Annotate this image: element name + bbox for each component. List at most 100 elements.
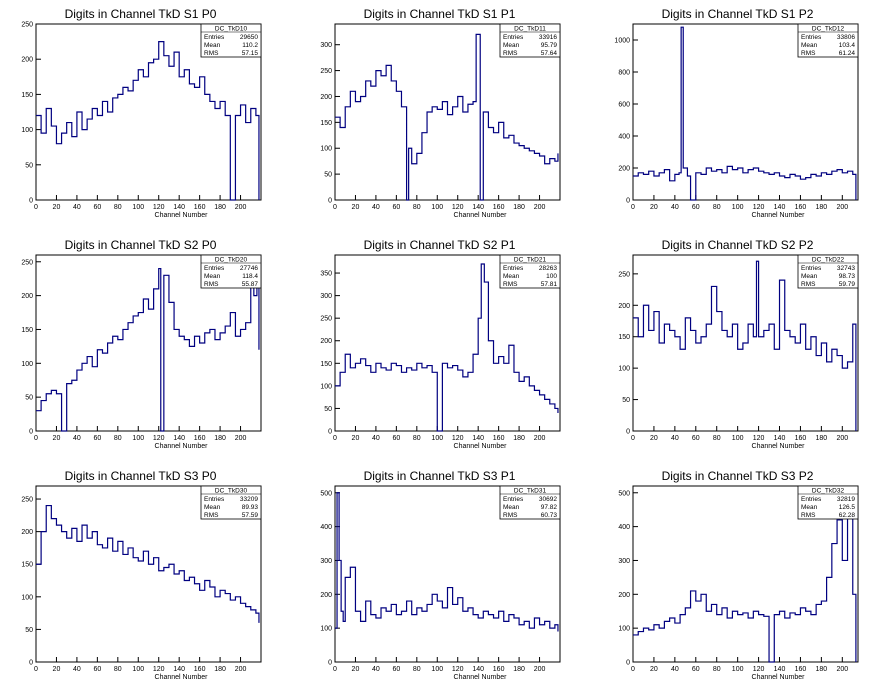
x-tick-label: 180 [513,204,525,211]
stats-box [797,485,859,520]
stats-value: 118.4 [242,273,258,280]
stats-box [499,485,561,520]
x-tick-label: 200 [235,666,247,673]
x-tick-label: 120 [153,435,165,442]
y-tick-label: 400 [618,524,630,531]
y-tick-label: 100 [21,361,33,368]
stats-value: 62.28 [839,512,856,519]
stats-name: DC_TkD12 [812,26,845,33]
x-axis-label: Channel Number [155,443,209,450]
stats-label: RMS [204,281,219,288]
x-axis-label: Channel Number [752,674,806,681]
stats-label: RMS [204,50,219,57]
y-tick-label: 500 [320,490,332,497]
y-tick-label: 50 [622,397,630,404]
x-tick-label: 80 [413,435,421,442]
x-tick-label: 40 [372,204,380,211]
stats-name: DC_TkD11 [514,26,546,33]
x-tick-label: 80 [114,204,122,211]
y-tick-label: 0 [626,660,630,667]
stats-value: 60.73 [541,512,558,519]
y-tick-label: 0 [626,198,630,205]
chart-title: Digits in Channel TkD S3 P0 [65,469,217,483]
x-tick-label: 120 [452,204,464,211]
y-tick-label: 200 [320,338,332,345]
x-axis-label: Channel Number [454,674,508,681]
x-tick-label: 200 [836,204,848,211]
x-tick-label: 100 [132,204,144,211]
y-tick-label: 200 [618,166,630,173]
x-tick-label: 60 [93,204,101,211]
stats-value: 57.59 [242,512,259,519]
chart-panel: Digits in Channel TkD S1 P1 0 20 40 60 80 100 1… [320,7,561,219]
x-tick-label: 80 [713,666,721,673]
x-tick-label: 40 [372,666,380,673]
y-tick-label: 0 [29,198,33,205]
y-tick-label: 200 [320,592,332,599]
y-tick-label: 0 [29,660,33,667]
x-tick-label: 60 [692,666,700,673]
x-tick-label: 40 [372,435,380,442]
series-line [335,492,559,632]
chart-title: Digits in Channel TkD S2 P2 [662,238,814,252]
x-tick-label: 20 [53,666,61,673]
x-tick-label: 180 [214,435,226,442]
stats-label: RMS [503,281,518,288]
y-tick-label: 250 [618,271,630,278]
y-tick-label: 250 [21,259,33,266]
stats-value: 110.2 [242,42,258,49]
y-tick-label: 200 [618,303,630,310]
stats-label: RMS [204,512,219,519]
y-tick-label: 350 [320,271,332,278]
y-tick-label: 300 [320,293,332,300]
x-tick-label: 40 [73,435,81,442]
y-tick-label: 0 [328,660,332,667]
stats-box [499,254,561,289]
stats-label: Entries [503,34,524,41]
stats-label: Entries [204,265,225,272]
x-tick-label: 160 [194,204,206,211]
y-tick-label: 150 [320,120,332,127]
stats-value: 89.93 [242,504,259,511]
x-tick-label: 0 [631,204,635,211]
chart-panel: Digits in Channel TkD S2 P1 0 20 40 60 80 100 1… [320,238,561,450]
stats-label: Mean [503,273,520,280]
y-tick-label: 100 [618,366,630,373]
x-tick-label: 180 [214,666,226,673]
stats-label: Entries [204,34,225,41]
y-tick-label: 200 [618,592,630,599]
chart-title: Digits in Channel TkD S1 P2 [662,7,814,21]
x-tick-label: 60 [692,204,700,211]
x-tick-label: 100 [431,204,443,211]
stats-value: 57.64 [541,50,558,57]
stats-name: DC_TkD30 [215,488,248,495]
stats-label: Entries [503,265,524,272]
x-tick-label: 200 [235,435,247,442]
chart-panel: Digits in Channel TkD S2 P2 0 20 40 60 80 100 1… [618,238,859,450]
y-tick-label: 200 [320,94,332,101]
x-tick-label: 120 [153,204,165,211]
chart-panel: Digits in Channel TkD S3 P2 0 20 40 60 80 100 1… [618,469,859,681]
stats-name: DC_TkD22 [812,257,845,264]
y-tick-label: 400 [320,524,332,531]
y-tick-label: 150 [618,334,630,341]
x-tick-label: 140 [472,435,484,442]
y-tick-label: 0 [328,429,332,436]
stats-value: 97.82 [541,504,558,511]
series-line [633,26,857,201]
stats-label: RMS [503,512,518,519]
x-tick-label: 160 [493,435,505,442]
stats-value: 28263 [539,265,557,272]
x-tick-label: 160 [493,666,505,673]
x-tick-label: 140 [173,204,185,211]
stats-label: RMS [801,281,816,288]
x-tick-label: 140 [774,666,786,673]
x-tick-label: 160 [194,666,206,673]
stats-value: 57.15 [242,50,259,57]
x-tick-label: 60 [392,666,400,673]
y-tick-label: 500 [618,490,630,497]
x-tick-label: 180 [816,435,828,442]
x-tick-label: 20 [352,435,360,442]
x-tick-label: 160 [795,666,807,673]
